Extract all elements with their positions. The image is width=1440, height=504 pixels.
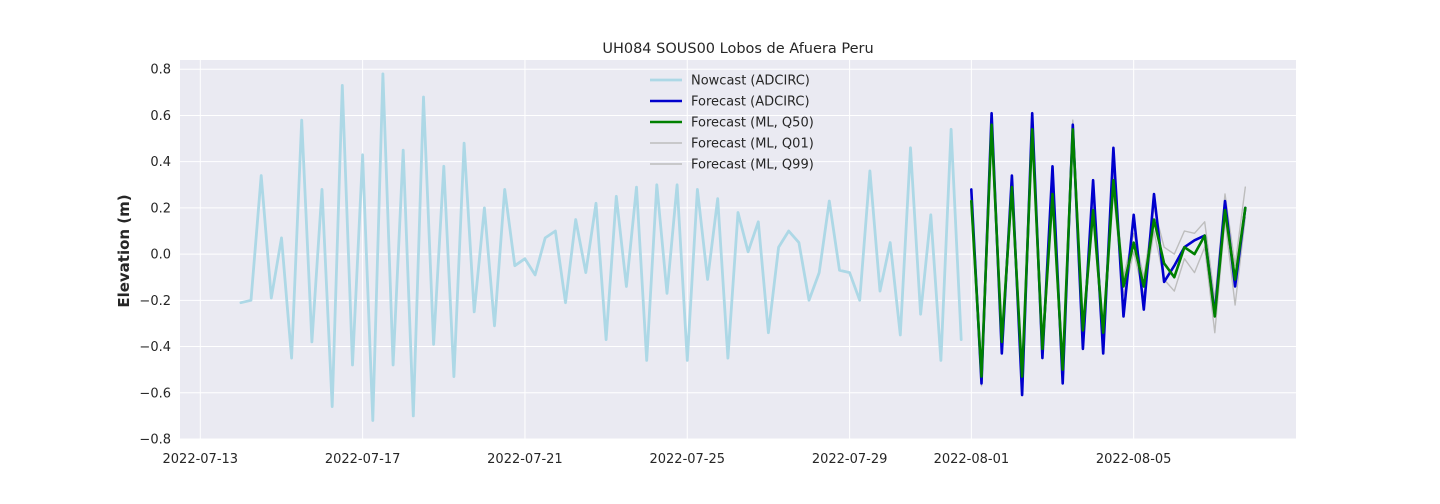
y-tick-labels: −0.8 −0.6 −0.4 −0.2 0.0 0.2 0.4 0.6 0.8	[139, 63, 171, 448]
y-tick-label: 0.2	[150, 201, 171, 216]
x-tick-label: 2022-07-21	[487, 452, 563, 467]
series-group	[239, 72, 1247, 422]
y-tick-label: −0.6	[139, 386, 171, 401]
legend-label: Forecast (ADCIRC)	[691, 95, 810, 110]
y-tick-label: 0.8	[150, 63, 171, 78]
y-axis-label: Elevation (m)	[115, 194, 133, 307]
x-tick-label: 2022-08-05	[1096, 452, 1172, 467]
x-tick-label: 2022-07-17	[325, 452, 401, 467]
x-tick-labels: 2022-07-13 2022-07-17 2022-07-21 2022-07-25…	[163, 452, 1172, 467]
series-line-nowcast-adcirc	[239, 72, 963, 422]
series-line-forecast-ml-q50	[969, 123, 1247, 378]
x-tick-label: 2022-07-25	[649, 452, 725, 467]
legend: Nowcast (ADCIRC) Forecast (ADCIRC) Forecas…	[650, 74, 814, 173]
y-tick-label: 0.0	[150, 248, 171, 263]
legend-label: Forecast (ML, Q50)	[691, 116, 814, 131]
x-tick-label: 2022-07-29	[812, 452, 888, 467]
legend-label: Forecast (ML, Q99)	[691, 158, 814, 173]
x-tick-label: 2022-07-13	[163, 452, 239, 467]
y-tick-label: 0.4	[150, 155, 171, 170]
y-tick-label: −0.4	[139, 340, 171, 355]
y-tick-label: −0.2	[139, 294, 171, 309]
chart-title: UH084 SOUS00 Lobos de Afuera Peru	[602, 41, 873, 57]
y-tick-label: 0.6	[150, 109, 171, 124]
y-tick-label: −0.8	[139, 433, 171, 448]
legend-label: Nowcast (ADCIRC)	[691, 74, 810, 89]
legend-label: Forecast (ML, Q01)	[691, 137, 814, 152]
x-tick-label: 2022-08-01	[934, 452, 1010, 467]
